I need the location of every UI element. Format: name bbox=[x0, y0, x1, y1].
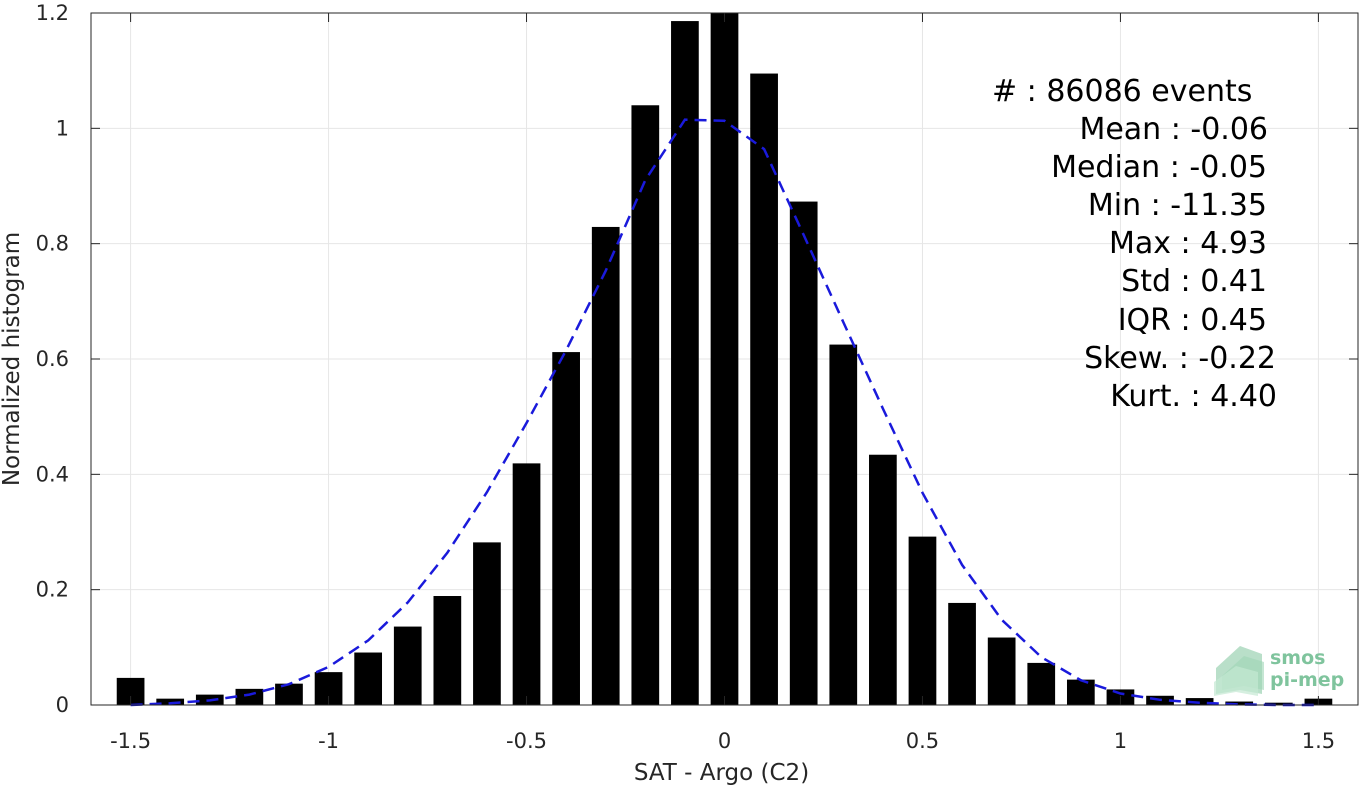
histogram-bar bbox=[1225, 701, 1254, 705]
x-tick-label: -0.5 bbox=[506, 729, 547, 753]
smos-pi-mep-logo: smos pi-mep bbox=[1214, 646, 1344, 696]
histogram-bar bbox=[512, 463, 541, 705]
axis-ticks: -1.5 -1 -0.5 0 0.5 1 1.5 0 0.2 0.4 0.6 0.8 1 1.2 bbox=[36, 1, 1358, 753]
stat-iqr: IQR : 0.45 bbox=[1118, 303, 1267, 338]
x-tick-label: -1.5 bbox=[110, 729, 151, 753]
stat-events: # : 86086 events bbox=[992, 74, 1252, 109]
histogram-bar bbox=[156, 698, 185, 705]
logo-text-smos: smos bbox=[1270, 647, 1325, 669]
histogram-bar bbox=[235, 688, 264, 705]
histogram-bar bbox=[433, 596, 462, 705]
stat-std: Std : 0.41 bbox=[1121, 264, 1267, 299]
histogram-bar bbox=[908, 536, 937, 705]
histogram-bar bbox=[987, 637, 1016, 705]
y-tick-label: 0.2 bbox=[36, 578, 69, 602]
histogram-bar bbox=[710, 13, 739, 705]
histogram-bar bbox=[829, 344, 858, 705]
y-tick-label: 0.8 bbox=[36, 232, 69, 256]
stat-median: Median : -0.05 bbox=[1051, 150, 1267, 185]
histogram-bar bbox=[591, 226, 620, 705]
histogram-bar bbox=[789, 201, 818, 705]
y-tick-label: 0.6 bbox=[36, 347, 69, 371]
y-axis-label: Normalized histogram bbox=[0, 232, 25, 486]
histogram-bar bbox=[552, 352, 580, 705]
logo-waves-icon bbox=[1214, 646, 1264, 696]
y-tick-label: 0.4 bbox=[36, 462, 69, 486]
x-tick-label: 1.5 bbox=[1302, 729, 1335, 753]
histogram-bar bbox=[869, 454, 897, 705]
histogram-bar bbox=[631, 105, 660, 706]
histogram-bar bbox=[473, 542, 501, 705]
y-tick-label: 1 bbox=[56, 116, 69, 140]
histogram-bar bbox=[354, 652, 383, 705]
stat-mean: Mean : -0.06 bbox=[1079, 112, 1268, 147]
stat-max: Max : 4.93 bbox=[1109, 226, 1267, 261]
fit-curve bbox=[130, 118, 1319, 707]
x-tick-label: 1 bbox=[1114, 729, 1127, 753]
statistics-annotation: # : 86086 events Mean : -0.06 Median : -… bbox=[992, 74, 1277, 414]
histogram-bar bbox=[393, 626, 422, 705]
x-axis-label: SAT - Argo (C2) bbox=[634, 760, 809, 786]
x-tick-label: 0 bbox=[718, 729, 731, 753]
histogram-bar bbox=[671, 21, 699, 705]
histogram-bar bbox=[1027, 662, 1056, 705]
histogram-bar bbox=[948, 602, 976, 705]
stat-min: Min : -11.35 bbox=[1088, 188, 1267, 223]
stat-skew: Skew. : -0.22 bbox=[1084, 341, 1276, 376]
histogram-bar bbox=[1066, 679, 1095, 705]
x-tick-label: 0.5 bbox=[906, 729, 939, 753]
stat-kurt: Kurt. : 4.40 bbox=[1110, 379, 1277, 414]
histogram-bar bbox=[275, 683, 303, 705]
y-tick-label: 0 bbox=[56, 693, 69, 717]
histogram-bar bbox=[750, 73, 778, 706]
y-tick-label: 1.2 bbox=[36, 1, 69, 25]
histogram-bar bbox=[1264, 702, 1293, 705]
logo-text-pi-mep: pi-mep bbox=[1270, 669, 1344, 691]
x-tick-label: -1 bbox=[318, 729, 339, 753]
